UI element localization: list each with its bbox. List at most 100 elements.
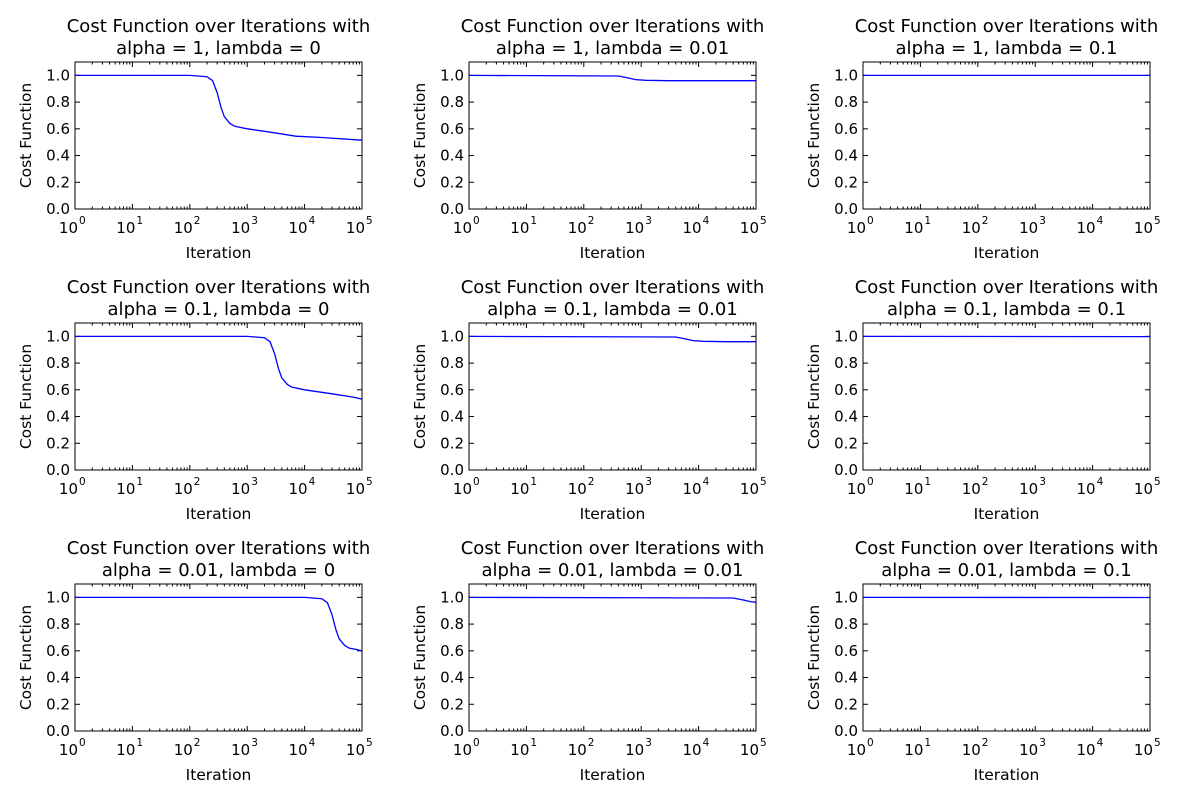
x-tick-exponent: 0 [867,476,874,488]
plot-frame [74,322,363,471]
x-tick-label: 10 [740,480,759,498]
x-tick-label: 10 [453,480,472,498]
y-tick-label: 1.0 [834,66,858,84]
x-tick-label: 10 [740,219,759,237]
y-tick-label: 1.0 [440,588,464,606]
y-tick-label: 0.0 [834,722,858,740]
x-tick-exponent: 2 [588,215,595,227]
y-tick-label: 1.0 [46,588,70,606]
x-tick-exponent: 1 [530,215,537,227]
x-tick-label: 10 [1134,219,1153,237]
x-tick-exponent: 0 [473,215,480,227]
y-tick-label: 0.6 [440,381,464,399]
x-tick-label: 10 [289,219,308,237]
subplot-4: Cost Function over Iterations withalpha … [17,277,373,523]
series-line [75,74,363,141]
subplot-title-line-1: Cost Function over Iterations with [461,16,765,37]
subplot-title-line-1: Cost Function over Iterations with [67,538,371,559]
y-tick-label: 0.8 [834,615,858,633]
x-tick-exponent: 2 [194,476,201,488]
y-tick-label: 0.8 [834,354,858,372]
x-tick-label: 10 [116,219,135,237]
x-tick-exponent: 3 [1039,737,1046,749]
x-tick-label: 10 [625,741,644,759]
plot-frame [74,61,363,210]
x-tick-label: 10 [568,480,587,498]
y-axis-label: Cost Function [411,83,429,188]
subplot-title-line-2: alpha = 0.1, lambda = 0 [108,299,330,320]
plot-frame [862,583,1151,732]
subplot-title-line-2: alpha = 1, lambda = 0.1 [896,38,1118,59]
y-tick-label: 0.6 [440,642,464,660]
x-tick-exponent: 3 [251,476,258,488]
y-tick-label: 0.0 [46,200,70,218]
x-tick-exponent: 0 [473,737,480,749]
subplot-8: Cost Function over Iterations withalpha … [411,538,767,784]
y-tick-label: 0.2 [440,695,464,713]
subplot-3: Cost Function over Iterations withalpha … [805,16,1161,262]
y-tick-label: 0.0 [46,461,70,479]
y-tick-label: 0.6 [440,120,464,138]
x-tick-label: 10 [453,219,472,237]
y-tick-label: 1.0 [834,588,858,606]
x-tick-label: 10 [683,480,702,498]
y-tick-label: 0.2 [834,695,858,713]
x-tick-label: 10 [568,219,587,237]
subplot-title-line-1: Cost Function over Iterations with [67,16,371,37]
x-axis-label: Iteration [186,505,252,523]
y-axis-label: Cost Function [17,344,35,449]
y-tick-label: 0.8 [440,93,464,111]
x-tick-exponent: 3 [251,215,258,227]
x-tick-exponent: 5 [366,476,373,488]
y-tick-label: 0.2 [834,434,858,452]
x-tick-label: 10 [904,741,923,759]
x-tick-label: 10 [1077,741,1096,759]
plot-frame [862,61,1151,210]
x-tick-label: 10 [59,219,78,237]
x-tick-label: 10 [962,219,981,237]
y-tick-label: 1.0 [440,66,464,84]
y-tick-label: 0.8 [440,354,464,372]
subplot-title-line-2: alpha = 0.01, lambda = 0.1 [881,560,1132,581]
x-tick-exponent: 2 [982,215,989,227]
subplot-title-line-2: alpha = 1, lambda = 0.01 [496,38,729,59]
y-tick-label: 0.8 [46,354,70,372]
x-tick-exponent: 2 [982,737,989,749]
x-tick-exponent: 2 [194,737,201,749]
x-tick-label: 10 [847,480,866,498]
subplot-title-line-1: Cost Function over Iterations with [461,538,765,559]
subplot-2: Cost Function over Iterations withalpha … [411,16,767,262]
subplot-title-line-2: alpha = 0.1, lambda = 0.01 [487,299,738,320]
plot-frame [468,583,757,732]
y-tick-label: 0.2 [46,695,70,713]
y-tick-label: 0.6 [834,642,858,660]
x-tick-exponent: 0 [867,737,874,749]
x-tick-label: 10 [1077,219,1096,237]
x-tick-exponent: 1 [530,737,537,749]
y-tick-label: 0.6 [46,381,70,399]
x-tick-exponent: 5 [1154,476,1161,488]
x-tick-exponent: 3 [645,476,652,488]
y-axis-label: Cost Function [17,605,35,710]
x-tick-exponent: 2 [982,476,989,488]
x-tick-exponent: 5 [366,737,373,749]
y-tick-label: 0.8 [46,615,70,633]
series-line [75,596,363,652]
plot-frame [862,322,1151,471]
y-tick-label: 1.0 [834,327,858,345]
y-tick-label: 0.0 [834,461,858,479]
x-axis-label: Iteration [580,244,646,262]
y-tick-label: 0.6 [834,381,858,399]
x-axis-label: Iteration [186,244,252,262]
x-tick-label: 10 [231,219,250,237]
x-tick-label: 10 [116,741,135,759]
x-tick-exponent: 0 [867,215,874,227]
y-tick-label: 0.8 [46,93,70,111]
x-tick-label: 10 [116,480,135,498]
x-axis-label: Iteration [974,766,1040,784]
subplot-title-line-2: alpha = 0.01, lambda = 0 [102,560,335,581]
x-axis-label: Iteration [580,766,646,784]
subplot-6: Cost Function over Iterations withalpha … [805,277,1161,523]
subplot-title-line-1: Cost Function over Iterations with [67,277,371,298]
